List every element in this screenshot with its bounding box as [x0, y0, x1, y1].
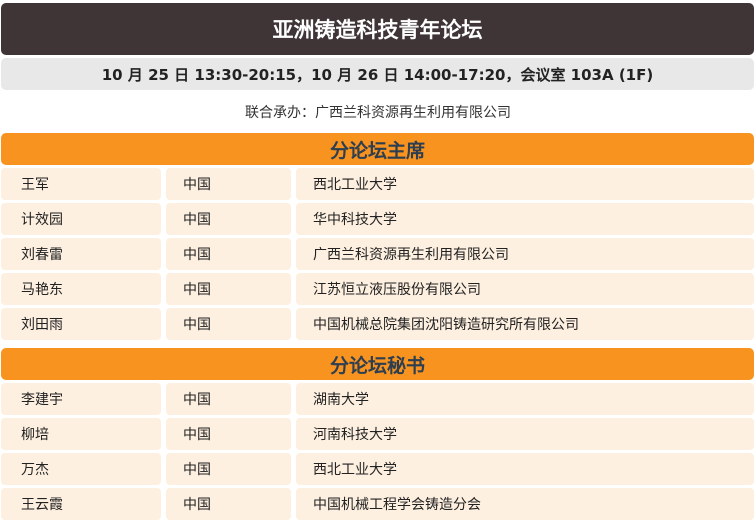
country-cell: 中国: [166, 203, 291, 235]
table-row: 柳培 中国 河南科技大学: [1, 418, 754, 450]
section-chairs: 分论坛主席 王军 中国 西北工业大学 计效园 中国 华中科技大学 刘春雷 中国 广西兰科资源再生利…: [1, 133, 754, 343]
name-cell: 刘春雷: [1, 238, 161, 270]
affiliation-cell: 江苏恒立液压股份有限公司: [296, 273, 754, 305]
table-row: 刘春雷 中国 广西兰科资源再生利用有限公司: [1, 238, 754, 270]
country-cell: 中国: [166, 383, 291, 415]
table-row: 万杰 中国 西北工业大学: [1, 453, 754, 485]
affiliation-cell: 广西兰科资源再生利用有限公司: [296, 238, 754, 270]
affiliation-cell: 西北工业大学: [296, 168, 754, 200]
sponsor-line: 联合承办：广西兰科资源再生利用有限公司: [245, 105, 511, 121]
name-cell: 王云霞: [1, 488, 161, 520]
country-cell: 中国: [166, 308, 291, 340]
name-cell: 计效园: [1, 203, 161, 235]
affiliation-cell: 湖南大学: [296, 383, 754, 415]
table-row: 王云霞 中国 中国机械工程学会铸造分会: [1, 488, 754, 520]
affiliation-cell: 西北工业大学: [296, 453, 754, 485]
name-cell: 王军: [1, 168, 161, 200]
section-heading: 分论坛秘书: [1, 348, 754, 380]
table-row: 马艳东 中国 江苏恒立液压股份有限公司: [1, 273, 754, 305]
affiliation-cell: 中国机械工程学会铸造分会: [296, 488, 754, 520]
country-cell: 中国: [166, 418, 291, 450]
country-cell: 中国: [166, 453, 291, 485]
country-cell: 中国: [166, 488, 291, 520]
schedule-bar: 10 月 25 日 13:30-20:15，10 月 26 日 14:00-17…: [1, 58, 754, 90]
country-cell: 中国: [166, 238, 291, 270]
name-cell: 刘田雨: [1, 308, 161, 340]
name-cell: 李建宇: [1, 383, 161, 415]
forum-title: 亚洲铸造科技青年论坛: [1, 3, 754, 55]
name-cell: 马艳东: [1, 273, 161, 305]
section-heading: 分论坛主席: [1, 133, 754, 165]
country-cell: 中国: [166, 168, 291, 200]
table-row: 王军 中国 西北工业大学: [1, 168, 754, 200]
section-secretaries: 分论坛秘书 李建宇 中国 湖南大学 柳培 中国 河南科技大学 万杰 中国 西北工业大学 王云霞 中国中…: [1, 348, 754, 523]
country-cell: 中国: [166, 273, 291, 305]
table-row: 李建宇 中国 湖南大学: [1, 383, 754, 415]
affiliation-cell: 中国机械总院集团沈阳铸造研究所有限公司: [296, 308, 754, 340]
table-row: 计效园 中国 华中科技大学: [1, 203, 754, 235]
table-row: 刘田雨 中国 中国机械总院集团沈阳铸造研究所有限公司: [1, 308, 754, 340]
name-cell: 柳培: [1, 418, 161, 450]
affiliation-cell: 河南科技大学: [296, 418, 754, 450]
affiliation-cell: 华中科技大学: [296, 203, 754, 235]
name-cell: 万杰: [1, 453, 161, 485]
